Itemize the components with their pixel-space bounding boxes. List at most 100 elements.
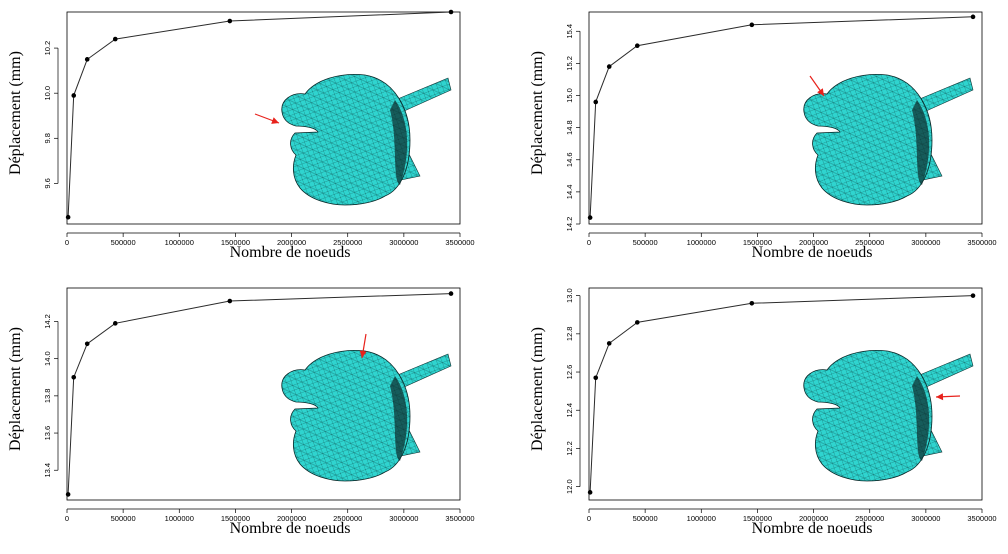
y-tick-label: 12.4	[565, 403, 574, 418]
y-axis-label: Déplacement (mm)	[529, 327, 546, 451]
data-point	[112, 321, 118, 326]
data-point	[65, 492, 71, 497]
y-tick-label: 13.0	[565, 288, 574, 303]
y-tick-label: 12.0	[565, 479, 574, 494]
fem-head-mesh	[281, 350, 452, 482]
data-point	[749, 300, 755, 306]
x-tick-label: 3500000	[967, 238, 996, 247]
data-point	[593, 99, 599, 105]
chart-svg: 0 500000 1000000 1500000 2000000 2500000 30000…	[565, 11, 997, 247]
y-tick-label: 12.8	[565, 327, 574, 342]
x-axis-label: Nombre de noeuds	[751, 244, 873, 261]
y-tick-label: 13.8	[43, 389, 52, 404]
x-tick-label: 1500000	[743, 514, 772, 523]
series-line	[589, 295, 974, 493]
data-point	[65, 214, 71, 220]
chart-svg: 0 500000 1000000 1500000 2000000 2500000 30000…	[43, 9, 475, 247]
highlight-arrow	[254, 113, 280, 124]
chart-panel: 0 500000 1000000 1500000 2000000 2500000 30000…	[522, 276, 1008, 546]
data-point	[227, 18, 233, 24]
y-tick-label: 10.0	[43, 86, 52, 101]
data-point	[634, 320, 640, 325]
data-point	[71, 93, 77, 98]
y-tick-label: 14.0	[43, 351, 52, 366]
x-tick-label: 3000000	[911, 238, 940, 247]
y-tick-label: 10.2	[43, 41, 52, 56]
x-tick-label: 1000000	[687, 514, 716, 523]
y-tick-label: 14.6	[565, 152, 574, 167]
x-tick-label: 0	[65, 514, 69, 523]
x-tick-label: 2500000	[855, 238, 884, 247]
data-point	[84, 57, 90, 62]
x-tick-label: 500000	[633, 514, 658, 523]
x-tick-label: 3500000	[445, 238, 474, 247]
x-tick-label: 2500000	[855, 514, 884, 523]
y-tick-label: 13.4	[43, 463, 52, 478]
data-point	[593, 375, 599, 381]
data-point	[634, 43, 640, 49]
y-axis-label: Déplacement (mm)	[7, 51, 24, 175]
x-tick-label: 500000	[111, 238, 136, 247]
x-tick-label: 1500000	[221, 238, 250, 247]
x-tick-label: 2000000	[277, 238, 306, 247]
chart-panel: 0 500000 1000000 1500000 2000000 2500000 30000…	[522, 0, 1008, 270]
x-tick-label: 0	[65, 238, 69, 247]
data-point	[448, 291, 454, 296]
x-axis-label: Nombre de noeuds	[229, 520, 351, 537]
data-point	[970, 14, 976, 20]
data-point	[227, 298, 233, 304]
y-axis-label: Déplacement (mm)	[529, 51, 546, 175]
y-axis-label: Déplacement (mm)	[7, 327, 24, 451]
chart-panel: 0 500000 1000000 1500000 2000000 2500000 30000…	[0, 276, 490, 546]
x-tick-label: 500000	[633, 238, 658, 247]
x-tick-label: 1500000	[221, 514, 250, 523]
data-point	[448, 9, 454, 15]
data-point	[112, 36, 118, 42]
x-tick-label: 3000000	[389, 514, 418, 523]
series-line	[67, 293, 452, 495]
y-tick-label: 12.6	[565, 365, 574, 380]
y-tick-label: 14.4	[565, 185, 574, 200]
data-point	[749, 22, 755, 28]
y-tick-label: 14.2	[43, 314, 52, 329]
highlight-arrow	[359, 333, 367, 359]
y-tick-label: 9.8	[43, 133, 52, 143]
chart-svg: 0 500000 1000000 1500000 2000000 2500000 30000…	[565, 287, 997, 523]
data-point	[606, 64, 612, 69]
x-tick-label: 0	[587, 514, 591, 523]
fem-head-mesh	[281, 74, 452, 206]
x-tick-label: 2000000	[277, 514, 306, 523]
x-tick-label: 3000000	[911, 514, 940, 523]
fem-head-mesh	[803, 74, 974, 206]
x-tick-label: 3000000	[389, 238, 418, 247]
y-tick-label: 15.4	[565, 24, 574, 39]
plot-frame	[66, 287, 461, 501]
y-tick-label: 9.6	[43, 178, 52, 188]
y-tick-label: 14.2	[565, 217, 574, 232]
fem-head-mesh	[803, 350, 974, 482]
plot-frame	[66, 11, 461, 225]
x-tick-label: 3500000	[967, 514, 996, 523]
x-tick-label: 500000	[111, 514, 136, 523]
data-point	[84, 341, 90, 347]
x-tick-label: 2000000	[799, 238, 828, 247]
y-tick-label: 15.0	[565, 88, 574, 103]
x-tick-label: 1000000	[687, 238, 716, 247]
data-point	[970, 293, 976, 298]
y-tick-label: 14.8	[565, 120, 574, 135]
y-tick-label: 15.2	[565, 56, 574, 71]
data-point	[587, 215, 593, 220]
highlight-arrow	[809, 75, 825, 97]
series-line	[67, 11, 452, 218]
data-point	[587, 490, 593, 495]
plot-frame	[588, 11, 983, 225]
x-axis-label: Nombre de noeuds	[751, 520, 873, 537]
x-tick-label: 2500000	[333, 238, 362, 247]
x-tick-label: 1000000	[165, 514, 194, 523]
data-point	[71, 374, 77, 380]
series-line	[589, 16, 974, 218]
plot-frame	[588, 287, 983, 501]
x-tick-label: 3500000	[445, 514, 474, 523]
y-tick-label: 12.2	[565, 441, 574, 456]
